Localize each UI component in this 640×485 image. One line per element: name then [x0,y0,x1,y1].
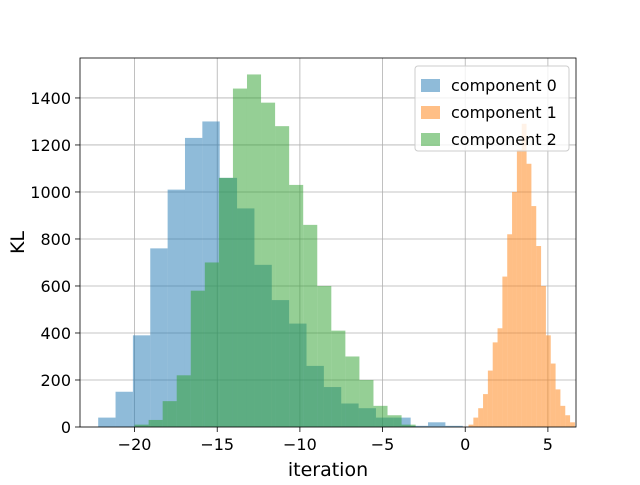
histogram-bar [393,417,411,427]
histogram-bar [570,422,575,427]
x-tick-label: −5 [371,435,395,454]
x-tick-label: −15 [200,435,234,454]
histogram-bar [478,408,484,427]
histogram-bar [167,189,185,427]
legend-label: component 2 [451,130,557,149]
histogram-bar [410,425,429,427]
histogram-bar [531,206,537,427]
histogram-bar [492,342,498,427]
legend: component 0 component 1 component 2 [414,65,570,152]
histogram-bar [289,184,304,427]
y-tick-label: 400 [40,324,71,343]
y-tick-label: 1200 [30,136,71,155]
histogram-bar [545,335,551,427]
y-tick-label: 200 [40,371,71,390]
histogram-bar [468,424,474,427]
histogram-bar [345,356,360,427]
histogram-bar [317,285,332,427]
histogram-bar [526,163,532,427]
histogram-bar [232,88,247,427]
histogram-bar [162,401,177,427]
histogram-bar [132,335,151,427]
legend-box [414,65,570,152]
series-1-bars [468,123,575,428]
legend-swatch [421,79,440,92]
x-axis-ticks: −20 −15 −10 −5 0 5 [118,427,553,454]
histogram-bar [541,285,546,427]
x-tick-label: 5 [543,435,553,454]
histogram-bar [98,417,116,427]
y-tick-label: 1400 [30,89,71,108]
histogram-bar [516,149,522,427]
histogram-bar [536,246,542,427]
histogram-bar [373,405,388,427]
histogram-bar [176,375,191,427]
histogram-bar [512,191,517,427]
histogram-bar [507,234,513,427]
histogram-bar [445,425,463,427]
series-2-bars [134,74,416,427]
histogram-bar [487,370,493,427]
histogram-bars [98,74,575,428]
histogram-bar [401,424,416,427]
histogram-bar [555,389,561,427]
histogram-bar [150,248,168,427]
histogram-bar [331,330,346,427]
histogram-bar [261,102,276,427]
histogram-bar [190,290,205,427]
legend-swatch [421,106,440,119]
histogram-bar [359,379,374,427]
x-tick-label: −20 [118,435,152,454]
histogram-bar [483,394,488,427]
histogram-bar [521,123,527,428]
histogram-bar [473,417,479,427]
histogram-bar [218,177,233,427]
histogram-bar [428,422,446,427]
legend-label: component 0 [451,76,557,95]
x-axis-label: iteration [288,459,368,480]
histogram-bar [565,415,571,427]
y-tick-label: 1000 [30,183,71,202]
histogram-bar [497,328,503,427]
histogram-bar [303,224,318,427]
histogram-bar [502,276,508,427]
histogram-bar [246,74,262,427]
plot-frame [79,57,577,428]
y-tick-label: 0 [61,418,71,437]
histogram-bar [115,391,133,427]
y-axis-ticks: 0 200 400 600 800 1000 1200 1400 [30,89,80,437]
histogram-bar [148,419,163,427]
y-axis-label: KL [7,231,29,254]
histogram-bar [550,363,556,427]
legend-swatch [421,133,440,146]
histogram-bar [560,405,566,427]
histogram-bar [134,424,149,427]
histogram-bar [204,262,219,427]
x-tick-label: 0 [460,435,470,454]
y-tick-label: 600 [40,277,71,296]
histogram-bar [387,415,402,427]
x-tick-label: −10 [283,435,317,454]
histogram-bar [275,126,290,427]
legend-label: component 1 [451,103,557,122]
y-tick-label: 800 [40,230,71,249]
